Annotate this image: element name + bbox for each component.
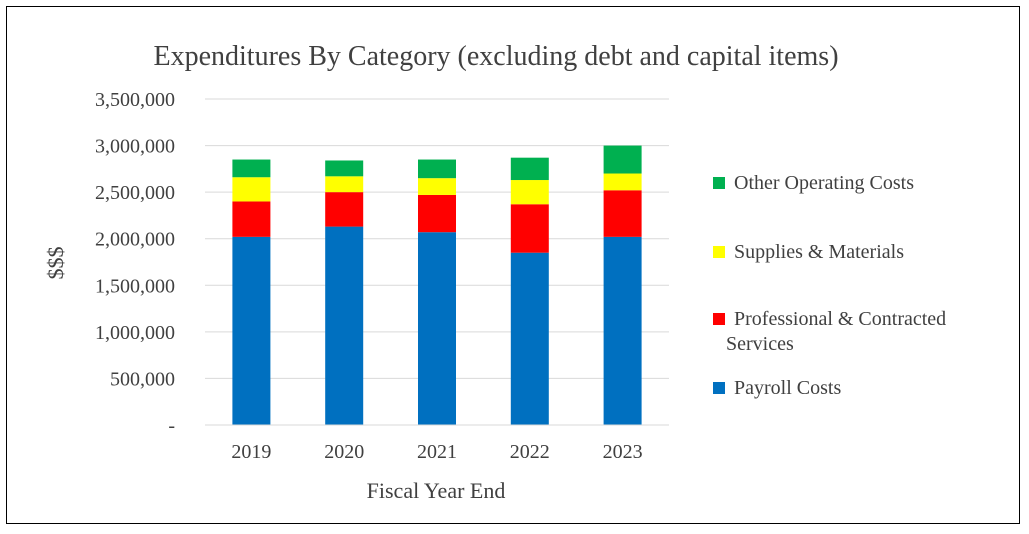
x-tick-label: 2019 [231, 441, 271, 463]
y-tick-label: 3,000,000 [95, 136, 175, 158]
y-tick-label: 1,500,000 [95, 275, 175, 297]
bar-segment-supplies-materials-2019 [232, 177, 271, 202]
y-axis-label: $$$ [43, 247, 68, 280]
bar-segment-professional-contracted-services-2022 [510, 204, 549, 253]
x-tick-label: 2021 [417, 441, 457, 463]
legend-swatch [713, 313, 725, 325]
bar-segment-payroll-costs-2019 [232, 236, 271, 425]
bar-segment-supplies-materials-2022 [510, 180, 549, 205]
legend-swatch [713, 177, 725, 189]
bar-segment-professional-contracted-services-2021 [418, 194, 456, 233]
legend-label: Other Operating Costs [734, 172, 914, 194]
bar-segment-other-operating-costs-2023 [603, 145, 642, 174]
bar-segment-professional-contracted-services-2023 [603, 190, 642, 237]
chart-svg: Expenditures By Category (excluding debt… [43, 41, 946, 503]
bar-segment-supplies-materials-2021 [418, 178, 456, 195]
y-tick-label: - [168, 415, 175, 437]
bar-segment-payroll-costs-2021 [418, 232, 456, 425]
x-tick-label: 2020 [324, 441, 364, 463]
x-tick-label: 2022 [510, 441, 550, 463]
legend-label: Professional & Contracted Services [726, 308, 946, 355]
bar-segment-other-operating-costs-2020 [325, 160, 364, 177]
bar-segment-professional-contracted-services-2020 [325, 192, 364, 227]
y-tick-label: 2,500,000 [95, 182, 175, 204]
y-tick-label: 2,000,000 [95, 229, 175, 251]
legend-label: Payroll Costs [734, 377, 841, 399]
x-axis-label: Fiscal Year End [367, 478, 506, 503]
bar-segment-supplies-materials-2020 [325, 176, 364, 193]
chart-frame: Expenditures By Category (excluding debt… [6, 6, 1020, 524]
bar-segment-other-operating-costs-2022 [510, 157, 549, 181]
legend-swatch [713, 382, 725, 394]
bar-segment-payroll-costs-2020 [325, 226, 364, 425]
legend-swatch [713, 246, 725, 258]
bar-segment-other-operating-costs-2021 [418, 159, 456, 179]
bar-segment-payroll-costs-2023 [603, 236, 642, 425]
bar-segment-payroll-costs-2022 [510, 252, 549, 425]
y-tick-label: 3,500,000 [95, 89, 175, 111]
legend-label: Supplies & Materials [734, 241, 904, 263]
x-tick-label: 2023 [603, 441, 643, 463]
y-tick-label: 1,000,000 [95, 322, 175, 344]
bar-segment-professional-contracted-services-2019 [232, 201, 271, 237]
bar-segment-supplies-materials-2023 [603, 173, 642, 191]
y-tick-label: 500,000 [110, 368, 175, 390]
bar-segment-other-operating-costs-2019 [232, 159, 271, 178]
chart-title: Expenditures By Category (excluding debt… [153, 41, 838, 72]
